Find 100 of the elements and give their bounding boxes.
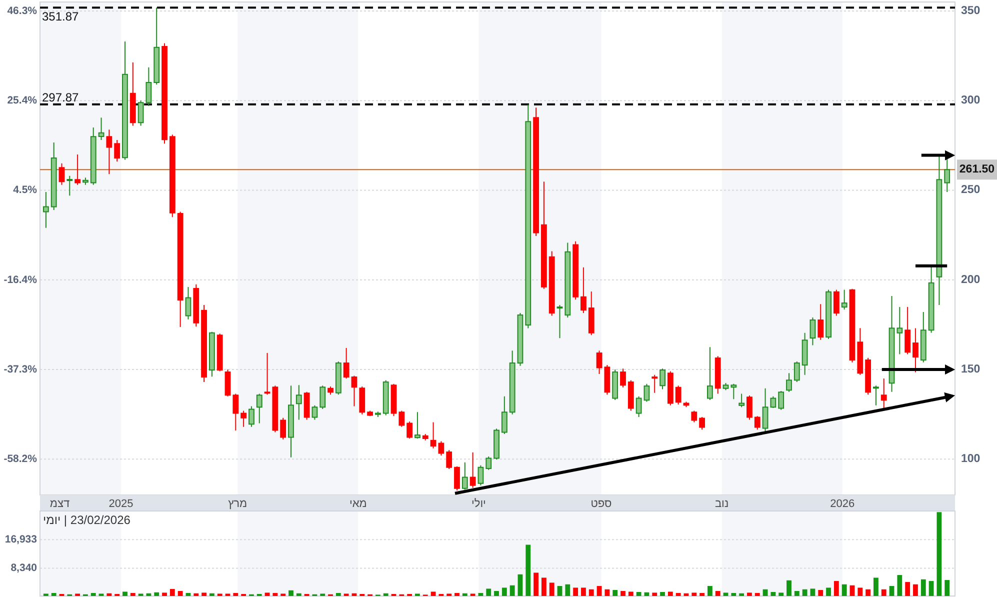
candlestick: [312, 404, 318, 420]
bar: [186, 593, 191, 596]
bar: [549, 582, 554, 596]
candlestick: [50, 142, 57, 210]
bar: [264, 592, 270, 596]
candlestick: [794, 360, 800, 383]
bar: [130, 593, 136, 596]
bar: [834, 581, 839, 596]
candlestick: [596, 350, 602, 374]
candlestick: [414, 412, 420, 440]
bar: [557, 586, 562, 596]
bar: [874, 578, 878, 596]
candlestick: [912, 328, 918, 373]
bar: [541, 578, 546, 596]
candlestick: [422, 434, 428, 441]
bar: [754, 593, 760, 596]
ref-line-label: 297.87: [42, 90, 80, 104]
candlestick: [572, 240, 579, 300]
candlestick: [517, 312, 524, 366]
candlestick: [928, 266, 934, 334]
candlestick: [446, 450, 452, 470]
bar: [296, 593, 302, 596]
candlestick: [74, 154, 80, 186]
candlestick: [304, 391, 310, 420]
bar: [810, 588, 816, 596]
candlestick: [644, 383, 650, 402]
bar: [636, 592, 642, 596]
candlestick: [208, 331, 215, 378]
bar: [731, 593, 736, 596]
candlestick: [106, 129, 112, 175]
y-tick-label: 300: [961, 94, 980, 107]
bar: [502, 588, 507, 596]
x-tick-label: 2026: [830, 498, 855, 510]
candlestick: [351, 375, 358, 407]
bar: [581, 588, 586, 596]
candlestick: [588, 291, 594, 336]
bar: [604, 589, 610, 596]
candlestick: [904, 306, 911, 355]
bar: [850, 585, 855, 596]
candlestick: [896, 306, 903, 355]
x-tick-label: דצמ: [50, 498, 70, 510]
candlestick: [162, 42, 168, 144]
y-tick-label: 16,933: [4, 534, 38, 546]
bar: [122, 592, 128, 596]
candlestick: [833, 289, 840, 316]
candlestick: [540, 181, 547, 290]
bar: [612, 590, 618, 596]
bar: [913, 584, 918, 596]
candlestick: [216, 333, 223, 372]
candlestick: [114, 140, 120, 162]
candlestick: [42, 192, 49, 228]
candlestick: [193, 284, 200, 327]
bar: [272, 593, 278, 596]
candlestick: [944, 157, 950, 193]
candlestick: [841, 289, 848, 310]
candlestick: [122, 40, 128, 160]
x-tick-label: יולי: [472, 498, 486, 510]
bar: [944, 580, 950, 596]
candlestick: [406, 421, 413, 440]
y2-tick-label: 25.4%: [7, 94, 38, 107]
candlestick: [478, 464, 484, 486]
bar: [794, 591, 800, 596]
bar: [620, 591, 626, 596]
candlestick: [138, 100, 144, 126]
candlestick: [382, 380, 389, 416]
candlestick: [374, 411, 381, 418]
y-tick-label: 8,340: [10, 562, 38, 574]
candlestick: [169, 134, 176, 218]
y-tick-label: 100: [961, 453, 980, 466]
bar: [739, 593, 744, 596]
bar: [51, 593, 56, 596]
bar: [762, 589, 768, 596]
bar: [747, 592, 752, 596]
candlestick: [146, 66, 152, 106]
y2-tick-label: 46.3%: [7, 5, 38, 18]
candlestick: [390, 383, 397, 417]
candlestick: [525, 104, 532, 329]
candlestick: [454, 466, 460, 491]
candlestick: [699, 416, 705, 430]
y-tick-label: 150: [961, 364, 980, 376]
candlestick: [272, 385, 278, 433]
candlestick: [786, 372, 792, 392]
candlestick: [754, 416, 760, 430]
bar: [889, 586, 894, 596]
annotation: 23/02/2026 | יומי: [43, 513, 131, 527]
bar: [178, 591, 183, 596]
candlestick: [264, 352, 270, 396]
candlestick: [177, 211, 184, 328]
candlestick: [714, 356, 721, 394]
bar: [494, 591, 499, 596]
candlestick: [564, 242, 571, 318]
bar: [383, 593, 388, 596]
candlestick: [82, 177, 88, 186]
candlestick: [343, 347, 350, 379]
candlestick: [936, 156, 942, 306]
candlestick: [683, 401, 690, 408]
candlestick: [778, 390, 784, 410]
bar: [668, 592, 673, 596]
candlestick: [556, 304, 563, 339]
candlestick: [320, 385, 326, 410]
